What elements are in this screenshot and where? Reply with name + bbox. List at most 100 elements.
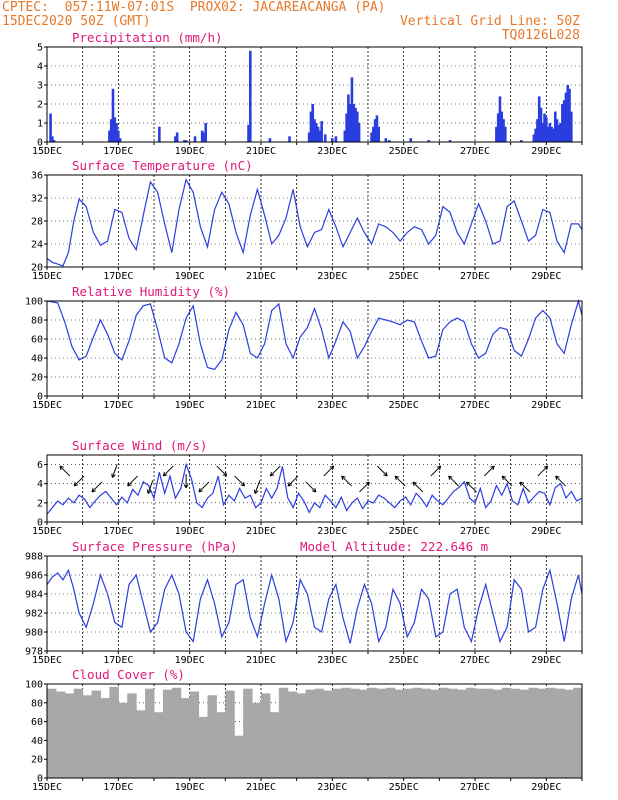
x-tick-label: 15DEC — [32, 400, 62, 411]
rh-y-tick-label: 0 — [37, 392, 43, 403]
panel-title: Surface Pressure (hPa) — [72, 539, 238, 554]
precip-bar — [347, 94, 350, 142]
precip-bar — [108, 130, 111, 142]
pressure-y-tick-label: 980 — [25, 628, 43, 639]
wind-arrow-head — [146, 489, 149, 494]
wind-arrow — [183, 474, 189, 489]
wind-arrow-head — [466, 481, 471, 484]
x-tick-label: 27DEC — [460, 782, 490, 793]
wind-arrow-head — [365, 481, 370, 484]
wind-arrow-head — [225, 471, 228, 477]
temp-y-tick-label: 36 — [31, 171, 43, 182]
wind-arrow-head — [198, 487, 201, 493]
cloud-bar — [368, 687, 378, 778]
cloud-bar — [261, 693, 271, 778]
wind-arrow-head — [555, 475, 558, 481]
cloud-bar — [439, 687, 449, 778]
header-line-2-left: 15DEC2020 50Z (GMT) — [2, 14, 151, 29]
precip-bar — [548, 123, 552, 142]
wind-arrow-head — [412, 481, 415, 487]
wind-arrow-shaft — [412, 481, 424, 493]
rh-y-tick-label: 100 — [25, 297, 43, 308]
precip-bar — [427, 140, 430, 142]
wind-arrow-head — [448, 475, 451, 481]
cloud-bar — [91, 690, 101, 778]
wind-arrow — [555, 475, 566, 487]
wind-arrow-head — [448, 475, 453, 478]
precip-bar — [539, 107, 543, 142]
precip-bar — [113, 117, 117, 142]
wind-arrow-shaft — [73, 475, 85, 487]
cloud-bar — [528, 687, 538, 778]
x-tick-label: 19DEC — [175, 526, 205, 537]
wind-arrow-head — [492, 465, 495, 471]
wind-arrow-head — [127, 481, 130, 487]
x-tick-label: 29DEC — [531, 655, 561, 666]
cloud-y-tick-label: 20 — [31, 755, 43, 766]
wind-arrow-head — [111, 473, 113, 478]
cloud-bar — [403, 688, 414, 778]
cloud-y-tick-label: 100 — [25, 680, 43, 691]
cloud-bar — [394, 689, 405, 778]
wind-arrow-head — [185, 484, 189, 489]
x-tick-label: 23DEC — [317, 655, 347, 666]
wind-arrow-shaft — [323, 465, 335, 477]
precip-bar — [373, 119, 377, 142]
precip-bar — [49, 113, 52, 142]
x-tick-label: 29DEC — [531, 146, 561, 157]
wind-arrow-head — [341, 475, 346, 478]
x-tick-label: 21DEC — [246, 655, 276, 666]
x-tick-label: 29DEC — [531, 526, 561, 537]
panel-title: Surface Temperature (nC) — [72, 158, 253, 173]
x-tick-label: 19DEC — [175, 782, 205, 793]
cloud-bar — [136, 710, 146, 778]
pressure-y-tick-label: 978 — [25, 647, 43, 658]
x-tick-label: 23DEC — [317, 400, 347, 411]
wind-arrow — [483, 465, 495, 477]
x-tick-label: 21DEC — [246, 146, 276, 157]
precip-bar — [352, 104, 356, 142]
x-tick-label: 15DEC — [32, 655, 62, 666]
wind-arrow — [376, 465, 388, 477]
wind-arrow-head — [59, 465, 62, 471]
cloud-bar — [376, 688, 387, 778]
wind-arrow-shaft — [269, 465, 281, 477]
x-tick-label: 25DEC — [389, 526, 419, 537]
wind-arrow-head — [394, 475, 397, 481]
cloud-y-tick-label: 80 — [31, 698, 43, 709]
precip-bar — [561, 104, 564, 142]
wind-arrow-head — [162, 471, 165, 477]
precip-bar — [543, 113, 546, 142]
pressure-y-tick-label: 984 — [25, 590, 43, 601]
precip-bar — [268, 138, 272, 142]
cloud-bar — [145, 688, 155, 778]
cloud-bar — [412, 687, 422, 778]
cloud-bar — [510, 688, 521, 778]
wind-arrow-shaft — [287, 475, 299, 487]
precip-bar — [111, 88, 115, 142]
wind-arrow-head — [91, 487, 94, 493]
precip-bar — [550, 126, 553, 142]
x-tick-label: 27DEC — [460, 146, 490, 157]
wind-arrow-head — [270, 474, 275, 477]
wind-arrow-head — [502, 475, 507, 478]
precip-bar — [559, 123, 562, 142]
wind-arrow — [269, 465, 281, 477]
x-tick-label: 17DEC — [103, 146, 133, 157]
series-line — [46, 298, 583, 371]
wind-arrow — [127, 475, 138, 487]
plot-frame — [46, 555, 583, 652]
precip-bar — [370, 132, 373, 142]
cloud-bar — [73, 688, 84, 778]
precip-bar — [377, 126, 380, 142]
series-line — [46, 568, 583, 644]
wind-arrow-shaft — [234, 475, 245, 487]
precip-bar — [356, 111, 359, 142]
x-tick-label: 17DEC — [103, 782, 133, 793]
x-tick-label: 19DEC — [175, 655, 205, 666]
wind-arrow-shaft — [537, 465, 549, 477]
temp-y-tick-label: 32 — [31, 194, 43, 205]
cloud-bar — [519, 689, 529, 778]
cloud-bar — [171, 687, 182, 778]
